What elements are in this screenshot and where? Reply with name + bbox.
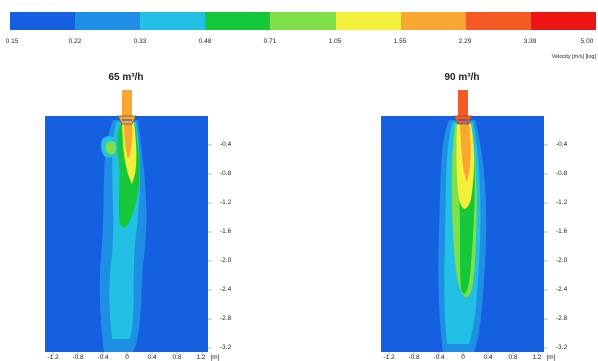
- x-tick-label: 0.8: [172, 354, 182, 361]
- x-tick-label: 0: [125, 354, 129, 361]
- colorbar-tick-label: 0.22: [68, 38, 82, 45]
- colorbar-tick-label: 1.05: [328, 38, 342, 45]
- inlet-pipe: [458, 90, 468, 118]
- colorbar-swatch-5: [270, 12, 336, 30]
- y-tick-label: -0.4: [556, 141, 568, 148]
- velocity-colorbar: [10, 12, 596, 30]
- colorbar-tick-label: 0.48: [198, 38, 212, 45]
- x-tick-label: 0: [461, 354, 465, 361]
- colorbar-tick-label: 0.33: [133, 38, 147, 45]
- y-axis-ticks: [208, 144, 212, 349]
- colorbar-swatch-1: [10, 12, 76, 30]
- y-tick-label: -1.6: [220, 228, 232, 235]
- panel-title: 65 m³/h: [108, 72, 144, 83]
- colorbar-swatch-6: [335, 12, 401, 30]
- colorbar-tick-label: 0.15: [5, 38, 19, 45]
- jet-core-region: [124, 122, 133, 159]
- colorbar-swatch-2: [75, 12, 141, 30]
- velocity-contour-plot: [381, 90, 548, 356]
- colorbar-tick-label: 3.39: [523, 38, 537, 45]
- x-tick-label: 1.2: [532, 354, 542, 361]
- x-tick-label: 0.8: [508, 354, 518, 361]
- colorbar-swatch-4: [205, 12, 271, 30]
- y-axis-ticks: [544, 144, 548, 349]
- colorbar-swatch-9: [530, 12, 596, 30]
- colorbar-swatch-3: [140, 12, 206, 30]
- y-tick-label: -0.4: [220, 141, 232, 148]
- x-tick-label: 0.4: [483, 354, 493, 361]
- y-tick-label: -1.2: [220, 199, 232, 206]
- x-tick-label: -1.2: [47, 354, 59, 361]
- x-tick-label: 1.2: [196, 354, 206, 361]
- colorbar-tick-label: 2.29: [458, 38, 472, 45]
- y-tick-label: -3.2: [220, 344, 232, 351]
- y-tick-label: -2.4: [220, 286, 232, 293]
- panel-90: 90 m³/h -0.4 -0.8 -1.2 -1.6 -2.0 -2.4 -2…: [299, 64, 598, 361]
- side-vortex-region: [105, 140, 117, 155]
- x-tick-label: -0.8: [408, 354, 420, 361]
- colorbar-tick-labels: 0.15 0.22 0.33 0.48 0.71 1.05 1.55 2.29 …: [0, 38, 598, 50]
- x-tick-label: -0.4: [433, 354, 445, 361]
- x-axis-ticks: [388, 352, 539, 356]
- colorbar-swatch-7: [400, 12, 466, 30]
- y-tick-label: -0.8: [556, 170, 568, 177]
- colorbar-unit-label: Velocity [m/s] [log]: [551, 54, 596, 60]
- x-tick-label: -0.8: [72, 354, 84, 361]
- x-axis-ticks: [52, 352, 203, 356]
- x-axis-unit-label: [m]: [210, 354, 220, 361]
- y-tick-label: -2.0: [556, 257, 568, 264]
- y-tick-label: -2.8: [220, 315, 232, 322]
- x-axis-unit-label: [m]: [546, 354, 556, 361]
- y-tick-label: -0.8: [220, 170, 232, 177]
- colorbar-tick-label: 5.00: [580, 38, 594, 45]
- colorbar-tick-label: 0.71: [263, 38, 277, 45]
- panel-65: 65 m³/h -0.4 -0.8 -1.2 -1.6 -2.0 -2.4 -2…: [0, 64, 299, 361]
- x-tick-label: 0.4: [147, 354, 157, 361]
- inlet-pipe: [122, 90, 132, 118]
- x-tick-label: -1.2: [383, 354, 395, 361]
- jet-core-region: [460, 122, 471, 182]
- y-tick-label: -2.8: [556, 315, 568, 322]
- y-tick-label: -1.2: [556, 199, 568, 206]
- y-tick-label: -2.4: [556, 286, 568, 293]
- y-tick-label: -2.0: [220, 257, 232, 264]
- colorbar-tick-label: 1.55: [393, 38, 407, 45]
- y-tick-label: -1.6: [556, 228, 568, 235]
- x-tick-label: -0.4: [97, 354, 109, 361]
- colorbar-swatch-8: [465, 12, 531, 30]
- velocity-contour-plot: [45, 90, 212, 356]
- panel-title: 90 m³/h: [444, 72, 480, 83]
- y-tick-label: -3.2: [556, 344, 568, 351]
